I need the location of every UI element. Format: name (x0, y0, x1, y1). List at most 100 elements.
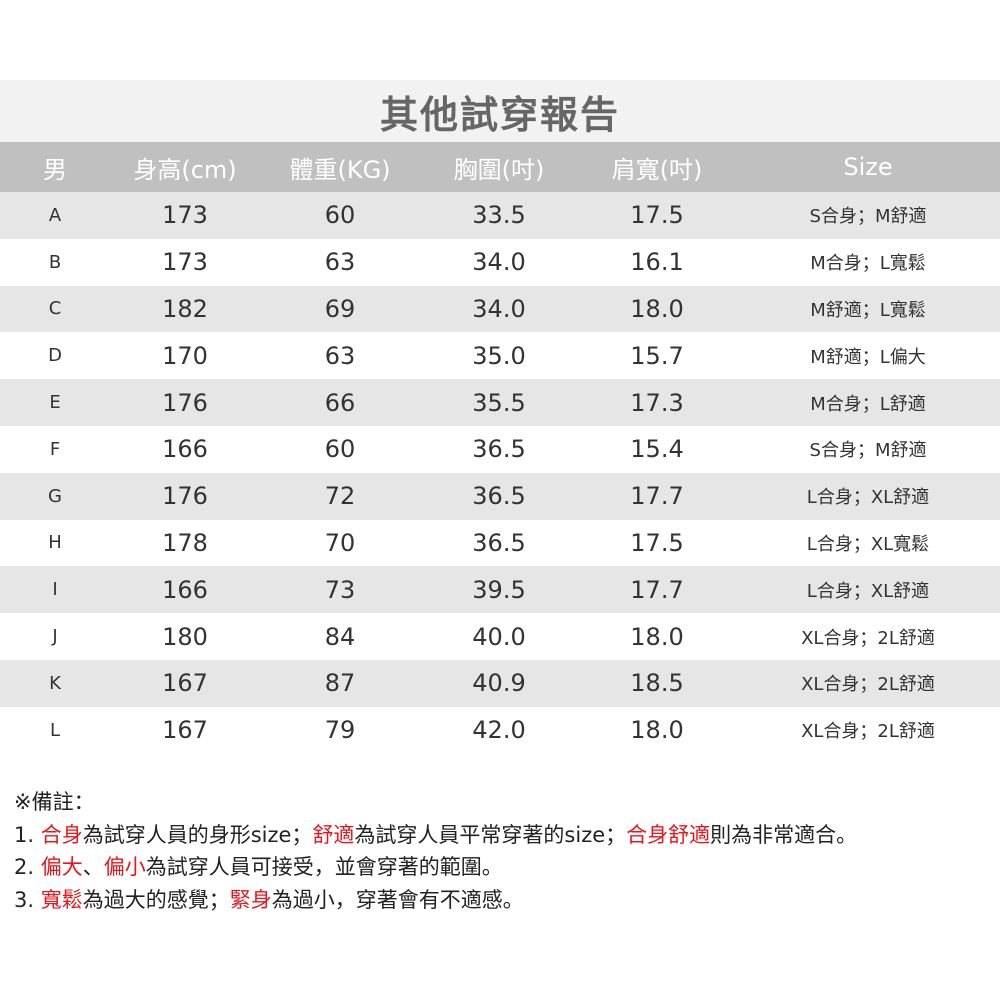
note-line: 1. 合身為試穿人員的身形size；舒適為試穿人員平常穿著的size；合身舒適則… (14, 819, 857, 852)
table-cell: 60 (324, 201, 356, 230)
note-text: 為試穿人員平常穿著的size； (354, 822, 627, 847)
report-title: 其他試穿報告 (0, 80, 1000, 142)
table-cell: 34.0 (472, 248, 526, 277)
table-row: F 166 60 36.5 15.4 S合身；M舒適 (0, 426, 1000, 473)
note-text: 則為非常適合。 (710, 822, 858, 847)
table-cell: 63 (324, 248, 356, 277)
table-cell: M合身；L舒適 (810, 393, 926, 415)
table-cell: 182 (162, 294, 208, 323)
note-line: 2. 偏大、偏小為試穿人員可接受，並會穿著的範圍。 (14, 851, 857, 884)
table-cell: 15.4 (630, 435, 684, 464)
column-header: 體重(KG) (289, 155, 391, 184)
table-cell: 72 (324, 482, 356, 511)
highlight-term: 偏小 (103, 855, 146, 879)
table-row: K 167 87 40.9 18.5 XL合身；2L舒適 (0, 659, 1000, 707)
table-cell: 18.0 (630, 622, 684, 651)
table-cell: D (48, 345, 62, 367)
column-header: 胸圍(吋) (453, 155, 545, 184)
table-cell: 18.5 (630, 669, 684, 698)
table-cell: 18.0 (630, 294, 684, 323)
table-cell: L (49, 719, 61, 741)
table-row: H 178 70 36.5 17.5 L合身；XL寬鬆 (0, 520, 1000, 567)
column-header: Size (843, 153, 893, 181)
table-cell: M舒適；L偏大 (810, 346, 926, 368)
table-cell: 180 (162, 622, 208, 651)
table-header: 男 身高(cm) 體重(KG) 胸圍(吋) 肩寬(吋) Size (0, 142, 1000, 192)
table-row: J 180 84 40.0 18.0 XL合身；2L舒適 (0, 613, 1000, 660)
table-cell: 33.5 (472, 201, 526, 230)
table-cell: 40.0 (472, 622, 526, 651)
table-cell: XL合身；2L舒適 (801, 721, 935, 743)
highlight-term: 合身舒適 (626, 822, 711, 847)
note-text: 為過小，穿著會有不適感。 (271, 887, 524, 912)
table-cell: 73 (324, 575, 356, 604)
table-cell: 42.0 (472, 716, 526, 745)
table-row: L 167 79 42.0 18.0 XL合身；2L舒適 (0, 707, 1000, 754)
table-cell: M合身；L寬鬆 (810, 253, 926, 275)
table-row: E 176 66 35.5 17.3 M合身；L舒適 (0, 379, 1000, 426)
note-text: 、 (82, 855, 104, 879)
table-cell: 66 (324, 388, 356, 417)
note-text: 為過大的感覺； (82, 887, 230, 912)
notes-heading: ※備註： (14, 790, 95, 814)
highlight-term: 舒適 (312, 822, 355, 847)
table-cell: H (48, 532, 62, 554)
table-cell: 79 (324, 716, 356, 745)
column-header: 男 (43, 155, 67, 184)
table-cell: F (49, 438, 61, 460)
table-cell: J (52, 626, 58, 648)
table-cell: S合身；M舒適 (809, 206, 927, 228)
column-header: 身高(cm) (133, 155, 237, 184)
note-text: 1. (14, 822, 41, 847)
table-cell: I (52, 579, 58, 601)
table-cell: 40.9 (472, 669, 526, 698)
table-cell: M舒適；L寬鬆 (810, 299, 926, 321)
table-cell: S合身；M舒適 (809, 440, 927, 462)
fitting-table: 男 身高(cm) 體重(KG) 胸圍(吋) 肩寬(吋) Size A 173 60 33.5 17… (0, 142, 1000, 754)
table-cell: 173 (162, 201, 208, 230)
table-cell: C (48, 298, 62, 320)
table-cell: 178 (162, 528, 208, 557)
table-cell: K (49, 672, 61, 694)
table-cell: 35.0 (472, 341, 526, 370)
table-cell: 70 (324, 528, 356, 557)
table-cell: 35.5 (472, 388, 526, 417)
note-line: 3. 寬鬆為過大的感覺；緊身為過小，穿著會有不適感。 (14, 884, 857, 917)
highlight-term: 緊身 (229, 887, 272, 912)
table-cell: 84 (324, 622, 356, 651)
table-row: I 166 73 39.5 17.7 L合身；XL舒適 (0, 566, 1000, 614)
table-cell: 176 (162, 482, 208, 511)
table-cell: 167 (162, 669, 208, 698)
column-header: 肩寬(吋) (611, 155, 703, 184)
note-text: 為試穿人員可接受，並會穿著的範圍。 (145, 855, 503, 879)
table-cell: A (48, 204, 62, 226)
table-cell: 17.5 (630, 201, 684, 230)
table-cell: B (48, 251, 62, 273)
table-cell: 63 (324, 341, 356, 370)
table-cell: L合身；XL舒適 (806, 487, 930, 509)
table-cell: L合身；XL寬鬆 (806, 533, 930, 555)
table-cell: 60 (324, 435, 356, 464)
table-cell: 166 (162, 435, 208, 464)
table-cell: 16.1 (630, 248, 684, 277)
table-cell: 166 (162, 575, 208, 604)
table-cell: E (49, 392, 61, 414)
table-row: A 173 60 33.5 17.5 S合身；M舒適 (0, 192, 1000, 239)
table-row: B 173 63 34.0 16.1 M合身；L寬鬆 (0, 239, 1000, 286)
highlight-term: 合身 (40, 822, 83, 847)
highlight-term: 偏大 (40, 855, 83, 879)
table-cell: 34.0 (472, 294, 526, 323)
table-cell: 173 (162, 248, 208, 277)
table-cell: 17.7 (630, 482, 684, 511)
table-cell: 69 (324, 294, 356, 323)
highlight-term: 寬鬆 (40, 887, 83, 912)
table-row: G 176 72 36.5 17.7 L合身；XL舒適 (0, 472, 1000, 520)
table-cell: 15.7 (630, 341, 684, 370)
note-text: 為試穿人員的身形size； (82, 822, 313, 847)
table-cell: 87 (324, 669, 356, 698)
table-cell: 176 (162, 388, 208, 417)
table-cell: 39.5 (472, 575, 526, 604)
notes: ※備註： 1. 合身為試穿人員的身形size；舒適為試穿人員平常穿著的size；… (14, 786, 857, 916)
table-cell: 17.7 (630, 575, 684, 604)
table-row: C 182 69 34.0 18.0 M舒適；L寬鬆 (0, 285, 1000, 333)
